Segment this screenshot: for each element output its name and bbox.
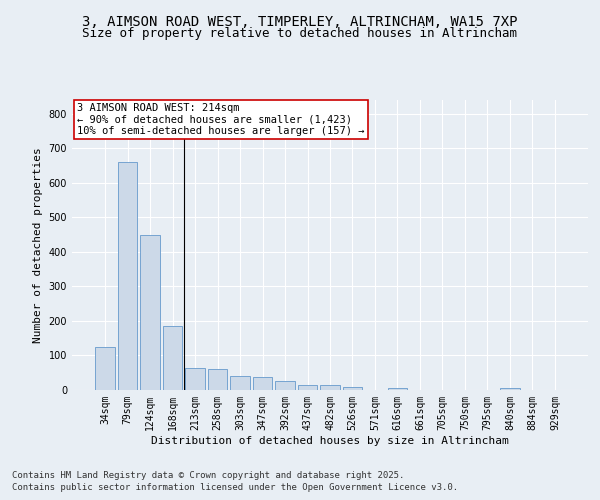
Text: Contains public sector information licensed under the Open Government Licence v3: Contains public sector information licen… xyxy=(12,484,458,492)
Bar xyxy=(95,347,115,390)
Text: Contains HM Land Registry data © Crown copyright and database right 2025.: Contains HM Land Registry data © Crown c… xyxy=(12,471,404,480)
Bar xyxy=(208,370,227,390)
Bar xyxy=(275,382,295,390)
Bar xyxy=(320,385,340,390)
Bar xyxy=(230,376,250,390)
Bar xyxy=(253,377,272,390)
Text: 3, AIMSON ROAD WEST, TIMPERLEY, ALTRINCHAM, WA15 7XP: 3, AIMSON ROAD WEST, TIMPERLEY, ALTRINCH… xyxy=(82,15,518,29)
Bar xyxy=(388,388,407,390)
Y-axis label: Number of detached properties: Number of detached properties xyxy=(33,147,43,343)
Text: Size of property relative to detached houses in Altrincham: Size of property relative to detached ho… xyxy=(83,28,517,40)
Bar xyxy=(343,386,362,390)
X-axis label: Distribution of detached houses by size in Altrincham: Distribution of detached houses by size … xyxy=(151,436,509,446)
Bar xyxy=(298,385,317,390)
Bar xyxy=(163,326,182,390)
Bar xyxy=(500,388,520,390)
Bar xyxy=(118,162,137,390)
Bar xyxy=(140,234,160,390)
Text: 3 AIMSON ROAD WEST: 214sqm
← 90% of detached houses are smaller (1,423)
10% of s: 3 AIMSON ROAD WEST: 214sqm ← 90% of deta… xyxy=(77,103,365,136)
Bar xyxy=(185,368,205,390)
